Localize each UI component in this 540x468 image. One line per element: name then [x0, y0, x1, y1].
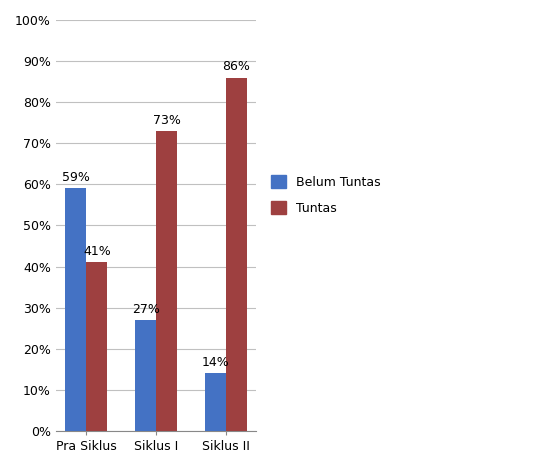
- Bar: [226, 78, 247, 431]
- Bar: [135, 320, 156, 431]
- Legend: Belum Tuntas, Tuntas: Belum Tuntas, Tuntas: [266, 170, 386, 220]
- Bar: [205, 373, 226, 431]
- Text: 73%: 73%: [153, 114, 180, 127]
- Bar: [86, 263, 107, 431]
- Text: 86%: 86%: [222, 60, 250, 73]
- Text: 41%: 41%: [83, 245, 111, 258]
- Text: 27%: 27%: [132, 303, 160, 316]
- Text: 14%: 14%: [201, 356, 229, 369]
- Text: 59%: 59%: [62, 171, 90, 184]
- Bar: [156, 131, 177, 431]
- Bar: [65, 189, 86, 431]
